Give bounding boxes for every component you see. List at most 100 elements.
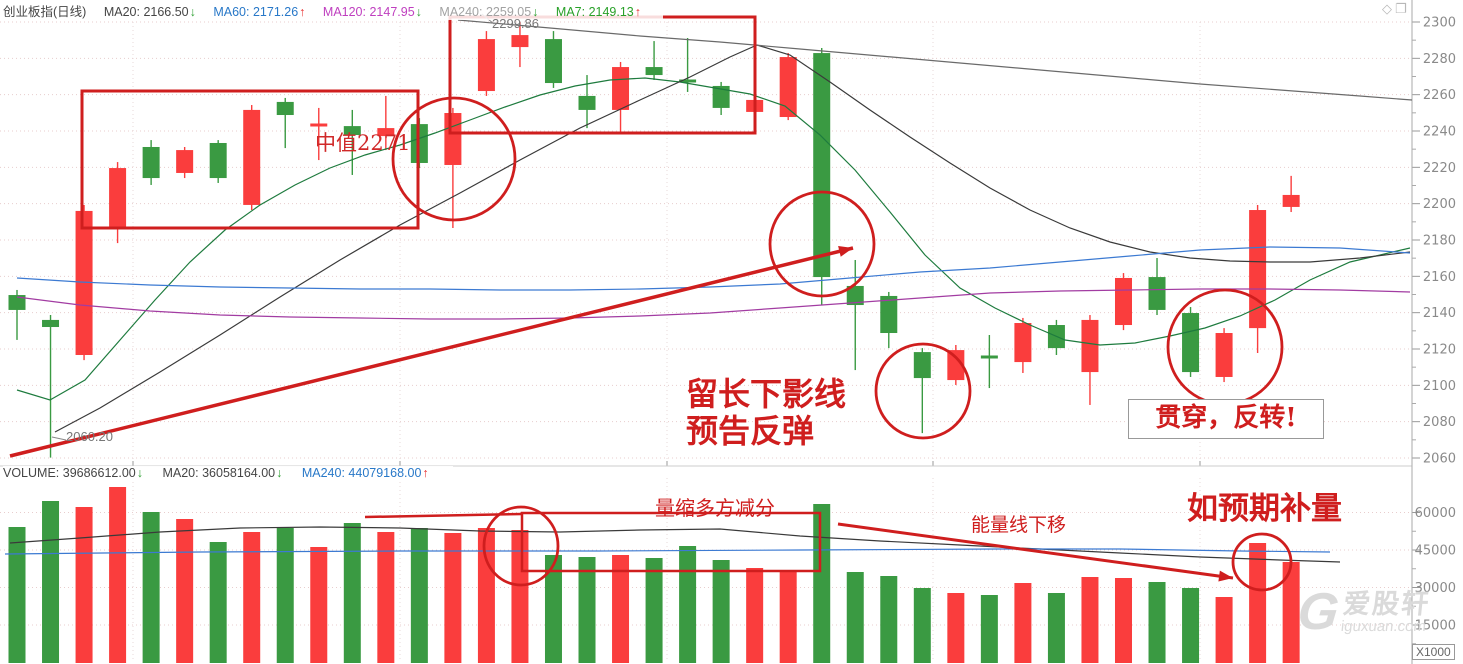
up-arrow-icon: ↑ — [422, 466, 429, 480]
red-trend-arrow — [837, 522, 1234, 580]
down-arrow-icon: ↓ — [189, 5, 196, 19]
candle — [1114, 273, 1132, 331]
candle — [544, 31, 562, 88]
watermark-logo: G 爱股轩 iguxuan.com — [1294, 583, 1432, 641]
volume-legend: VOLUME: 39686612.00↓ MA20: 36058164.00↓ … — [3, 466, 453, 480]
volume-bar — [612, 555, 630, 663]
candle — [276, 97, 294, 149]
price-tick-label: 2180 — [1423, 234, 1456, 249]
candle — [511, 22, 529, 68]
price-tick-label: 2240 — [1423, 125, 1456, 140]
high-price-label: 2299.86 — [492, 16, 539, 31]
price-tick-label: 2280 — [1423, 52, 1456, 67]
ma-line-ma7 — [16, 77, 1411, 401]
ma-line-ma60 — [16, 246, 1411, 291]
candle — [343, 109, 361, 175]
price-tick-label: 2220 — [1423, 161, 1456, 176]
up-arrow-icon: ↑ — [299, 5, 306, 19]
volume-bar — [1249, 543, 1267, 663]
volume-bar — [410, 528, 428, 663]
pierce-reversal-annotation: 贯穿，反转! — [1128, 399, 1324, 439]
candle — [880, 291, 898, 349]
red-annotation-circle — [874, 342, 972, 440]
volume-shrink-annotation: 量缩多方减分 — [655, 496, 775, 520]
volume-bar — [109, 487, 127, 663]
ma-line-ma240 — [457, 19, 1413, 101]
window-controls[interactable]: ◇❐ — [1382, 1, 1410, 17]
volume-bar — [75, 507, 93, 663]
volume-bar — [679, 546, 697, 663]
candle — [980, 335, 998, 389]
watermark-domain: iguxuan.com — [1340, 618, 1427, 635]
candle — [1014, 317, 1032, 373]
volume-bar — [947, 593, 965, 663]
candle — [310, 107, 328, 161]
volume-bar — [1081, 577, 1099, 663]
volume-bar — [1114, 578, 1132, 663]
red-annotation-box — [520, 511, 822, 573]
volume-bar — [343, 523, 361, 663]
watermark-g: G — [1294, 583, 1342, 641]
candle — [846, 259, 864, 371]
volume-bar — [42, 501, 60, 663]
red-trend-arrow — [9, 246, 854, 458]
candle — [779, 53, 797, 121]
up-arrow-icon: ↑ — [634, 5, 642, 19]
window-icon[interactable]: ❐ — [1395, 1, 1410, 16]
candle — [612, 61, 630, 133]
volume-bar — [310, 547, 328, 663]
price-tick-label: 2300 — [1423, 16, 1456, 31]
down-arrow-icon: ↓ — [532, 5, 539, 19]
volume-tick-label: 60000 — [1415, 506, 1456, 521]
price-tick-label: 2120 — [1423, 343, 1456, 358]
candle — [209, 140, 227, 183]
red-annotation-circle — [768, 190, 876, 298]
price-tick-label: 2160 — [1423, 270, 1456, 285]
candle — [712, 81, 730, 116]
volume-bar — [813, 504, 831, 663]
red-annotation-circle — [391, 96, 517, 222]
volume-bar — [176, 519, 194, 663]
candle — [1249, 204, 1267, 353]
volume-bar — [1282, 562, 1300, 663]
volume-bar — [511, 530, 529, 663]
legend-ma60: MA60: 2171.26↑ — [213, 5, 306, 19]
legend-ma7: MA7: 2149.13↑ — [555, 5, 642, 19]
volume-tick-label: 15000 — [1415, 619, 1456, 634]
price-tick-label: 2140 — [1423, 306, 1456, 321]
volume-bar — [243, 532, 261, 663]
value-pointer-line — [51, 436, 67, 441]
price-tick-label: 2260 — [1423, 88, 1456, 103]
volume-bar — [477, 528, 495, 663]
arrowhead-icon — [838, 246, 853, 257]
price-tick-label: 2200 — [1423, 197, 1456, 212]
candle — [913, 348, 931, 434]
legend-vol-ma20: MA20: 36058164.00↓ — [162, 466, 283, 480]
volume-bar — [712, 560, 730, 663]
down-arrow-icon: ↓ — [415, 5, 422, 19]
long-shadow-annotation: 留长下影线 预告反弹 — [686, 375, 847, 450]
volume-bar — [980, 595, 998, 663]
candle — [1081, 315, 1099, 405]
ma-line-ma120 — [16, 288, 1411, 320]
median-annotation: 中值2271 — [315, 131, 411, 155]
arrowhead-icon — [1218, 570, 1233, 582]
red-annotation-circle — [1231, 532, 1293, 592]
volume-bar — [645, 558, 663, 663]
vol-ma-line — [4, 548, 1331, 555]
volume-bar — [444, 533, 462, 663]
red-overlay-layer — [9, 13, 1293, 592]
candle — [243, 105, 261, 211]
price-tick-label: 2100 — [1423, 379, 1456, 394]
volume-bar — [880, 576, 898, 663]
candle — [142, 140, 160, 185]
volume-bar — [544, 555, 562, 663]
volume-tick-label: 45000 — [1415, 544, 1456, 559]
price-tick-label: 2080 — [1423, 415, 1456, 430]
candle — [1148, 257, 1166, 316]
diamond-icon[interactable]: ◇ — [1382, 1, 1395, 16]
volume-bar — [1148, 582, 1166, 663]
volume-bar — [8, 527, 26, 663]
volume-bar — [1182, 588, 1200, 663]
